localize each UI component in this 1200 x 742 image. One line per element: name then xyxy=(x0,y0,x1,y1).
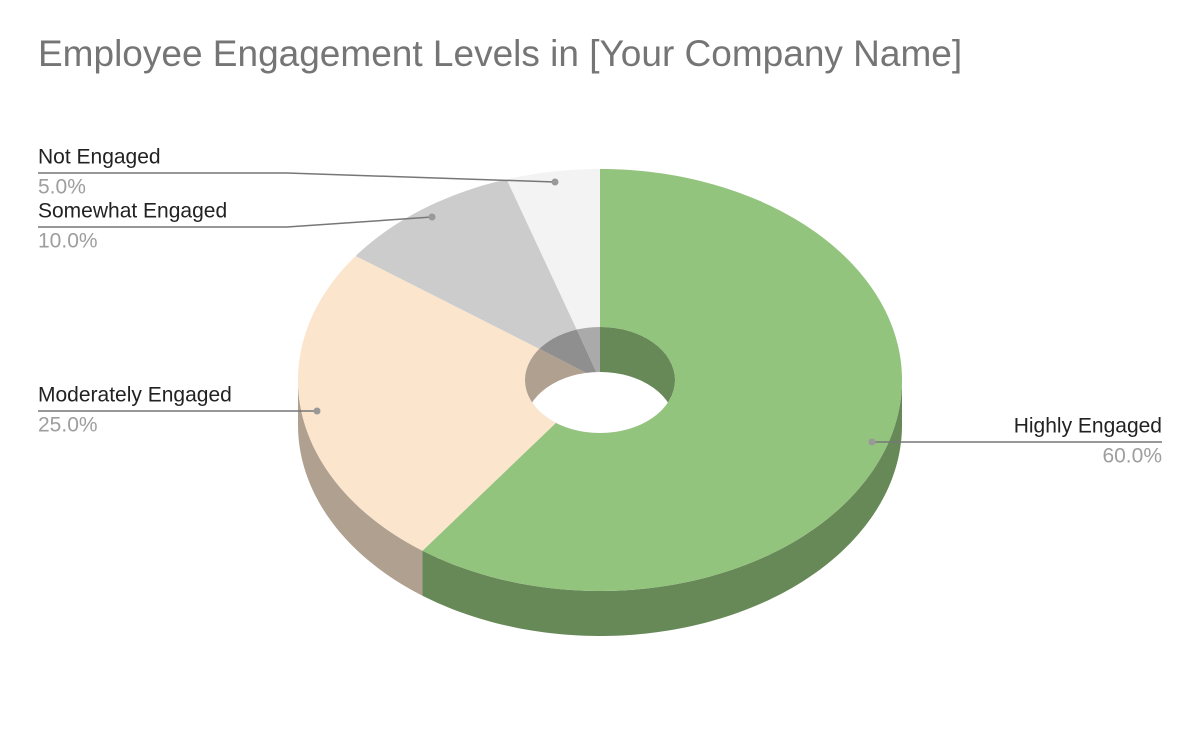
leader-dot xyxy=(428,213,436,221)
hole-opening xyxy=(525,372,675,433)
hole-wall xyxy=(572,327,600,380)
slice-value: 10.0% xyxy=(38,230,98,253)
leader-line xyxy=(38,216,433,228)
slice xyxy=(422,169,902,591)
slice xyxy=(506,169,600,330)
leader-line xyxy=(38,172,556,183)
slice-label: Not Engaged xyxy=(38,146,161,169)
slice-value: 25.0% xyxy=(38,414,98,437)
slice xyxy=(298,255,556,551)
slice-value: 5.0% xyxy=(38,176,86,199)
slice-label: Somewhat Engaged xyxy=(38,200,227,223)
slice-value: 60.0% xyxy=(1102,445,1162,468)
slice-label: Highly Engaged xyxy=(1014,415,1162,438)
slice-side xyxy=(298,380,423,596)
slice-side xyxy=(422,380,902,636)
slice xyxy=(355,179,577,349)
slice-label: Moderately Engaged xyxy=(38,384,232,407)
chart-title: Employee Engagement Levels in [Your Comp… xyxy=(38,33,962,74)
leader-dot xyxy=(551,178,559,186)
leader-dot xyxy=(868,438,876,446)
leader-dot xyxy=(313,407,321,415)
